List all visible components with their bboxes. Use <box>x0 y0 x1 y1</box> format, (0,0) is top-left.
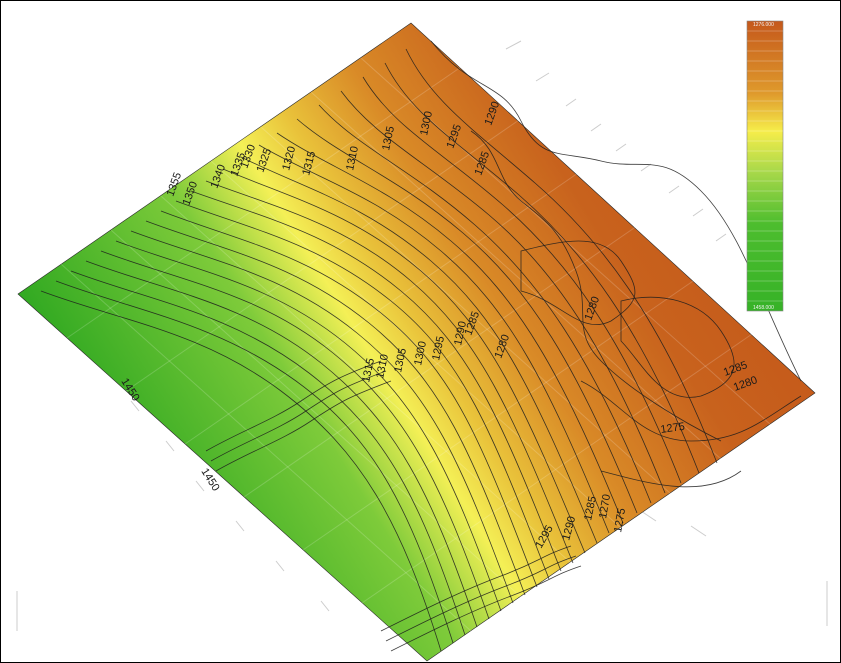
contour-label: 1285 <box>582 495 599 521</box>
axis-ticks <box>16 40 828 631</box>
contour-label: 1270 <box>597 493 613 519</box>
contour-label: 1300 <box>412 340 429 366</box>
contour-label: 1315 <box>360 357 377 383</box>
legend-ticks <box>747 30 783 302</box>
contour-label: 1310 <box>374 353 391 379</box>
contour-label: 1305 <box>380 125 397 151</box>
terrain-surface <box>17 22 816 662</box>
contour-lines <box>40 40 802 652</box>
color-legend: 1276.000 1458.000 <box>746 20 784 312</box>
legend-bottom-label: 1458.000 <box>753 305 774 311</box>
contour-label: 1275 <box>660 421 686 436</box>
legend-bar <box>746 20 784 312</box>
legend-top-label: 1276.000 <box>753 22 774 28</box>
contour-label: 1305 <box>392 347 409 373</box>
contour-label: 1275 <box>612 507 628 533</box>
contour-label: 1290 <box>452 320 469 346</box>
contour-label: 1300 <box>418 110 435 136</box>
contour-label: 1310 <box>344 145 361 171</box>
contour-label: 1295 <box>430 335 447 361</box>
